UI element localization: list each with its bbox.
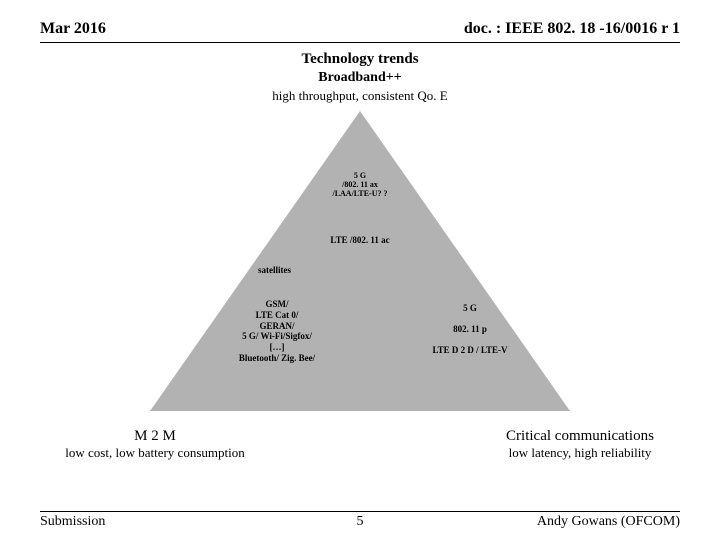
br-desc: low latency, high reliability xyxy=(465,445,695,461)
slide-header: Mar 2016 doc. : IEEE 802. 18 -16/0016 r … xyxy=(0,0,720,42)
apex-l2: /802. 11 ax xyxy=(315,180,405,189)
left-l4: 5 G/ Wi-Fi/Sigfox/ xyxy=(222,331,332,342)
diagram-stage: Technology trends Broadband++ high throu… xyxy=(0,43,720,473)
top-subtitle: Broadband++ xyxy=(210,70,510,86)
br-title: Critical communications xyxy=(465,428,695,445)
top-desc: high throughput, consistent Qo. E xyxy=(210,88,510,104)
right-stack-label: 5 G 802. 11 p LTE D 2 D / LTE-V xyxy=(410,303,530,355)
right-l1: 5 G xyxy=(410,303,530,314)
apex-label: 5 G /802. 11 ax /LAA/LTE-U? ? xyxy=(315,171,405,199)
left-l3: GERAN/ xyxy=(222,321,332,332)
top-vertex-text: Technology trends Broadband++ high throu… xyxy=(210,51,510,104)
triangle-shape xyxy=(150,111,570,411)
left-stack-label: GSM/ LTE Cat 0/ GERAN/ 5 G/ Wi-Fi/Sigfox… xyxy=(222,299,332,364)
left-l1: GSM/ xyxy=(222,299,332,310)
bottom-left-vertex: M 2 M low cost, low battery consumption xyxy=(25,428,285,461)
header-date: Mar 2016 xyxy=(40,20,106,38)
bl-desc: low cost, low battery consumption xyxy=(25,445,285,461)
satellites-label: satellites xyxy=(258,265,291,276)
left-l5: […] xyxy=(222,342,332,353)
apex-l3: /LAA/LTE-U? ? xyxy=(315,189,405,198)
footer-left: Submission xyxy=(40,514,105,530)
mid-label: LTE /802. 11 ac xyxy=(330,235,389,246)
top-title: Technology trends xyxy=(210,51,510,68)
left-l6: Bluetooth/ Zig. Bee/ xyxy=(222,353,332,364)
right-l2: 802. 11 p xyxy=(410,324,530,335)
right-l3: LTE D 2 D / LTE-V xyxy=(410,345,530,356)
left-l2: LTE Cat 0/ xyxy=(222,310,332,321)
header-doc: doc. : IEEE 802. 18 -16/0016 r 1 xyxy=(464,20,680,38)
apex-l1: 5 G xyxy=(315,171,405,180)
footer-rule xyxy=(40,511,680,512)
footer-page: 5 xyxy=(357,514,364,530)
footer-author: Andy Gowans (OFCOM) xyxy=(537,514,680,530)
bottom-right-vertex: Critical communications low latency, hig… xyxy=(465,428,695,461)
bl-title: M 2 M xyxy=(25,428,285,445)
slide-footer: Submission 5 Andy Gowans (OFCOM) xyxy=(0,511,720,530)
footer-row: Submission 5 Andy Gowans (OFCOM) xyxy=(40,514,680,530)
